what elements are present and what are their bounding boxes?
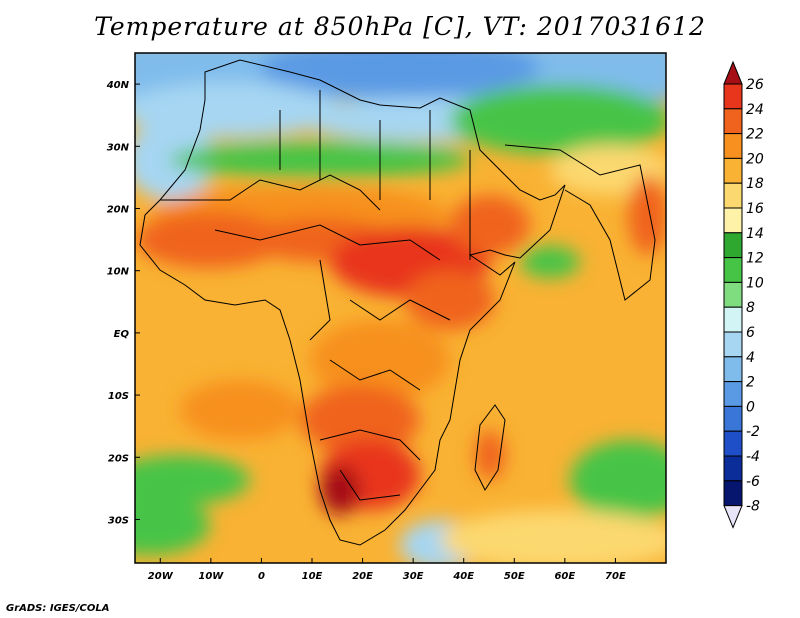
colorbar-label: 0: [746, 399, 755, 415]
colorbar-swatch: [723, 480, 743, 507]
x-axis: 20W 10W 0 10E 20E 30E 40E 50E 60E 70E: [148, 558, 626, 582]
colorbar-swatch: [723, 356, 743, 383]
colorbar-min-arrow: [723, 505, 743, 529]
colorbar-label: 14: [746, 226, 764, 242]
colorbar-label: 18: [746, 176, 764, 192]
colorbar-swatch: [723, 455, 743, 482]
colorbar-max-arrow: [723, 60, 743, 85]
y-tick-label: 10N: [107, 267, 130, 278]
colorbar-label: 24: [746, 102, 764, 118]
y-tick-label: 30N: [107, 142, 130, 153]
y-tick-label: EQ: [114, 329, 130, 340]
colorbar-label: 4: [746, 350, 755, 366]
colorbar-label: 20: [746, 151, 764, 167]
temperature-field: [135, 53, 666, 563]
y-tick-label: 20N: [107, 204, 130, 215]
colorbar-label: 6: [746, 325, 755, 341]
colorbar-swatch: [723, 405, 743, 432]
colorbar-label: -6: [746, 474, 760, 490]
map-frame: [134, 52, 667, 564]
y-tick-label: 20S: [108, 453, 129, 464]
colorbar-label: 2: [746, 375, 755, 391]
x-tick-label: 40E: [452, 571, 474, 582]
colorbar-swatch: [723, 381, 743, 407]
colorbar-swatch: [723, 232, 743, 259]
colorbar-swatch: [723, 83, 743, 110]
colorbar-label: -2: [746, 424, 760, 440]
colorbar-swatch: [723, 281, 743, 308]
y-axis: 40N 30N 20N 10N EQ 10S 20S 30S: [106, 80, 140, 526]
colorbar-swatch: [723, 133, 743, 159]
x-tick-label: 50E: [504, 571, 525, 582]
chart-title: Temperature at 850hPa [C], VT: 201703161…: [94, 12, 706, 41]
x-tick-label: 0: [258, 571, 265, 582]
x-tick-label: 10W: [198, 571, 224, 582]
colorbar-swatch: [723, 207, 743, 234]
colorbar-label: 22: [746, 127, 764, 143]
y-tick-label: 30S: [108, 515, 129, 526]
colorbar-swatch: [723, 430, 743, 457]
x-tick-label: 70E: [605, 571, 626, 582]
colorbar-swatch: [723, 257, 743, 283]
x-tick-label: 60E: [554, 571, 575, 582]
colorbar-label: -8: [746, 499, 760, 515]
colorbar-label: 16: [746, 201, 764, 217]
y-tick-label: 40N: [106, 80, 130, 91]
x-tick-label: 20W: [148, 571, 174, 582]
colorbar-label: 10: [746, 275, 764, 291]
colorbar-label: 8: [746, 300, 755, 316]
grads-credit: GrADS: IGES/COLA: [6, 603, 110, 614]
colorbar-swatch: [723, 108, 743, 135]
colorbar-label: 12: [746, 251, 764, 267]
x-tick-label: 10E: [302, 571, 323, 582]
colorbar-swatch: [723, 182, 743, 209]
colorbar-label: -4: [746, 449, 760, 465]
y-tick-label: 10S: [108, 391, 129, 402]
colorbar-swatch: [723, 306, 743, 333]
colorbar-swatch: [723, 331, 743, 358]
x-tick-label: 30E: [403, 571, 424, 582]
x-tick-label: 20E: [352, 571, 373, 582]
colorbar-swatch: [723, 157, 743, 184]
colorbar-label: 26: [746, 77, 764, 93]
coastlines: [139, 59, 656, 546]
